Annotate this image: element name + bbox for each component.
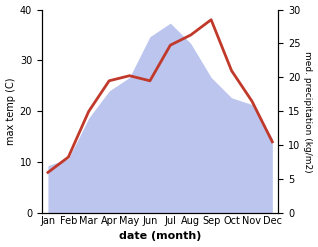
Y-axis label: med. precipitation (kg/m2): med. precipitation (kg/m2) (303, 51, 313, 172)
X-axis label: date (month): date (month) (119, 231, 201, 242)
Y-axis label: max temp (C): max temp (C) (5, 78, 16, 145)
